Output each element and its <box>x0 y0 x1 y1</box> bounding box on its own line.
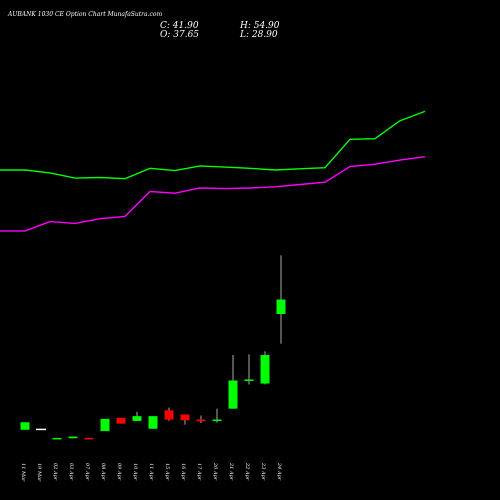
candle-body <box>180 414 190 421</box>
candle-body <box>52 437 62 440</box>
upper-band-line <box>0 110 426 180</box>
candle-body <box>196 419 206 422</box>
x-tick-label: 11 Apr <box>148 463 154 481</box>
x-tick-label: 16 Apr <box>180 463 186 481</box>
x-tick-label: 17 Apr <box>196 463 202 481</box>
candle <box>36 428 46 431</box>
x-tick-label: 02 Apr <box>52 463 58 481</box>
candle <box>180 414 190 425</box>
x-tick-label: 11 Mar <box>20 463 26 482</box>
candle <box>68 436 78 439</box>
x-tick-label: 09 Apr <box>116 463 122 481</box>
lower-band-line <box>0 156 426 232</box>
x-tick-label: 07 Apr <box>84 463 90 481</box>
candle-body <box>116 417 126 424</box>
x-tick-label: 21 Apr <box>228 462 234 481</box>
candle-body <box>20 422 30 430</box>
candle <box>52 437 62 440</box>
open-label: O: 37.65 <box>160 30 199 40</box>
chart-title: AUBANK 1030 CE Option Chart MunafaSutra.… <box>7 11 162 18</box>
candle-body <box>36 428 46 431</box>
x-tick-label: 22 Apr <box>244 462 250 481</box>
candle <box>116 417 126 424</box>
candle-body <box>84 437 94 440</box>
candle-body <box>148 416 158 429</box>
candle-body <box>244 379 254 381</box>
candle-body <box>68 436 78 439</box>
candle <box>276 255 286 344</box>
candle <box>244 354 254 385</box>
x-tick-label: 15 Apr <box>164 463 170 481</box>
x-tick-label: 19 Mar <box>36 463 42 482</box>
x-axis-ticks: 11 Mar 19 Mar 02 Apr 03 Apr 07 Apr 08 Apr 09 A… <box>20 462 282 482</box>
x-tick-label: 10 Apr <box>132 463 138 481</box>
close-label: C: 41.90 <box>160 21 199 31</box>
x-tick-label: 03 Apr <box>68 463 74 481</box>
candle <box>260 351 270 385</box>
candles-layer <box>20 255 286 440</box>
x-tick-label: 24 Apr <box>276 462 282 481</box>
candle-body <box>100 418 110 432</box>
candle-body <box>228 380 238 409</box>
x-tick-label: 20 Apr <box>212 462 218 481</box>
x-tick-label: 23 Apr <box>260 462 266 481</box>
candle <box>20 422 30 430</box>
candle <box>84 437 94 440</box>
candle <box>132 411 142 421</box>
candle <box>148 416 158 429</box>
candle <box>212 408 222 423</box>
candle-body <box>260 354 270 384</box>
candle-body <box>132 416 142 421</box>
candle-body <box>276 299 286 314</box>
candle-body <box>212 419 222 422</box>
candle <box>164 407 174 421</box>
x-tick-label: 08 Apr <box>100 463 106 481</box>
bands-layer <box>0 110 426 232</box>
candle <box>228 354 238 409</box>
high-label: H: 54.90 <box>239 21 280 31</box>
candle <box>196 415 206 423</box>
low-label: L: 28.90 <box>239 30 278 40</box>
candle-body <box>164 410 174 420</box>
candle <box>100 418 110 432</box>
